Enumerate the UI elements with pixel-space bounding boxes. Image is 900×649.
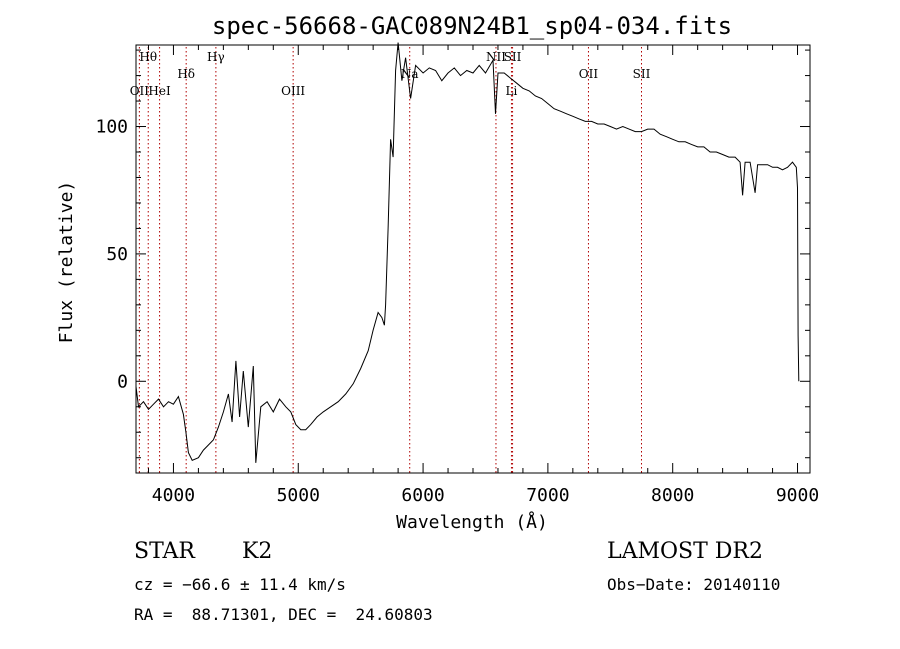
y-tick-label: 100: [95, 117, 128, 138]
x-tick-label: 9000: [776, 485, 819, 506]
spectral-line-label: Li: [506, 84, 518, 98]
spectral-line-label: SII: [504, 50, 522, 64]
observation-date: Obs−Date: 20140110: [607, 575, 781, 594]
x-axis-label: Wavelength (Å): [396, 511, 548, 533]
spectral-line-label: Hθ: [139, 50, 157, 64]
spectral-line-label: OII: [130, 84, 150, 98]
y-tick-label: 0: [117, 371, 128, 392]
y-axis-label: Flux (relative): [56, 181, 77, 344]
spectral-line-label: SII: [633, 67, 651, 81]
plot-frame: [135, 44, 811, 474]
coordinates: RA = 88.71301, DEC = 24.60803: [134, 605, 433, 624]
x-tick-label: 6000: [401, 485, 444, 506]
chart-title: spec-56668-GAC089N24B1_sp04-034.fits: [212, 12, 732, 40]
object-class: STAR: [134, 539, 195, 564]
redshift-velocity: cz = −66.6 ± 11.4 km/s: [134, 575, 346, 594]
x-tick-label: 4000: [152, 485, 195, 506]
spectral-line-label: Hγ: [207, 50, 225, 64]
spectral-line-label: OIII: [281, 84, 305, 98]
spectrum-line: [135, 42, 800, 463]
spectral-line-label: NII: [486, 50, 506, 64]
spectral-line-label: HeI: [148, 84, 171, 98]
x-tick-label: 8000: [651, 485, 694, 506]
x-tick-label: 5000: [277, 485, 320, 506]
spectral-line-label: Hδ: [177, 67, 195, 81]
object-subclass: K2: [242, 539, 273, 564]
spectral-line-label: OII: [579, 67, 599, 81]
axis-ticks: 4000 5000 6000 7000 8000 9000 0 50 100: [95, 45, 819, 506]
y-tick-label: 50: [106, 244, 128, 265]
x-tick-label: 7000: [526, 485, 569, 506]
survey-name: LAMOST DR2: [607, 539, 763, 564]
